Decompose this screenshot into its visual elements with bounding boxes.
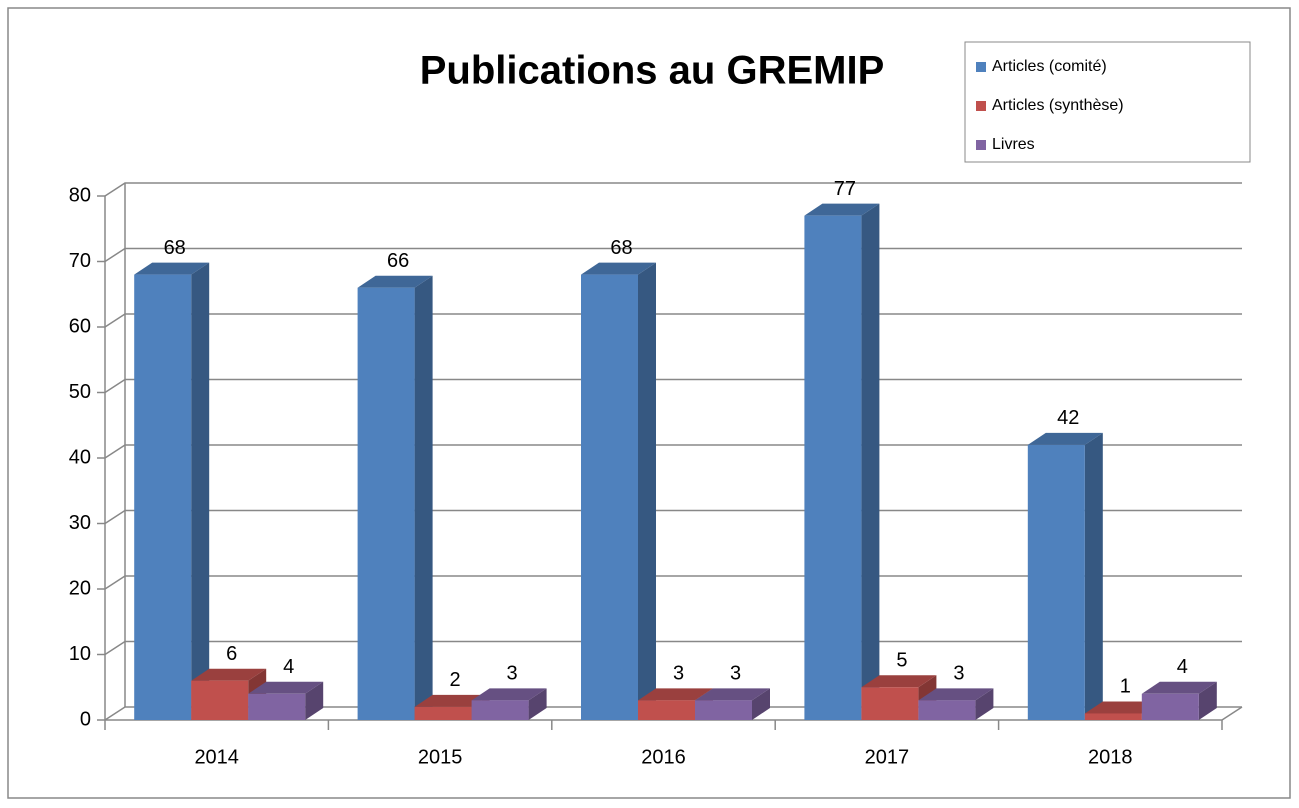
bar-top (1141, 681, 1217, 694)
data-label: 77 (834, 178, 856, 200)
bar (248, 693, 306, 720)
bar-3d (1141, 681, 1217, 720)
y-tick-label: 0 (80, 708, 91, 730)
legend-swatch (976, 62, 986, 72)
bar-3d (248, 681, 324, 720)
bar-3d (1027, 432, 1103, 720)
x-tick-label: 2016 (641, 746, 686, 768)
data-label: 66 (387, 250, 409, 272)
legend-label: Articles (synthèse) (992, 97, 1124, 114)
bar-3d (134, 262, 210, 720)
bar (357, 287, 415, 720)
bar-side (638, 262, 656, 720)
legend-box (964, 41, 1251, 163)
data-label: 68 (610, 237, 632, 259)
y-tick-label: 20 (69, 577, 91, 599)
y-tick-label: 60 (69, 315, 91, 337)
bar-top (581, 262, 656, 275)
data-label: 4 (283, 656, 294, 678)
bar (1141, 693, 1199, 720)
bar-top (861, 675, 937, 688)
bar-top (1084, 701, 1160, 714)
bar-3d (804, 203, 880, 720)
bar-top (414, 694, 490, 707)
y-tick-label: 10 (69, 643, 91, 665)
bar (414, 706, 472, 720)
bar-side (752, 688, 770, 720)
x-tick-label: 2018 (1088, 746, 1133, 768)
y-tick-label: 70 (69, 250, 91, 272)
bar-side (191, 262, 210, 720)
chart-title: Publications au GREMIP (420, 49, 885, 93)
bar-side (861, 203, 880, 720)
y-tick-label: 50 (69, 381, 91, 403)
bar-top (695, 688, 770, 701)
bar-3d (471, 688, 547, 720)
bar-top (1027, 432, 1103, 445)
bar (638, 700, 695, 720)
data-label: 6 (226, 643, 237, 665)
bar (581, 274, 638, 720)
legend-label: Livres (992, 136, 1035, 153)
data-label: 42 (1057, 407, 1079, 429)
bar-side (414, 275, 433, 720)
bar-top (357, 275, 433, 288)
bar-side (1084, 432, 1103, 720)
bar (134, 274, 192, 720)
bar (804, 215, 862, 720)
data-label: 2 (450, 669, 461, 691)
bar-top (134, 262, 210, 275)
bar (471, 700, 529, 720)
bar-top (804, 203, 880, 216)
y-tick-label: 30 (69, 512, 91, 534)
bar-top (191, 668, 267, 681)
bar (918, 700, 976, 720)
legend-swatch (976, 140, 986, 150)
bar-3d (918, 688, 994, 720)
bar-3d (581, 262, 656, 720)
data-label: 3 (673, 663, 684, 685)
bar-top (638, 688, 713, 701)
bar-side (975, 688, 994, 720)
legend-swatch (976, 101, 986, 111)
data-label: 1 (1120, 676, 1131, 698)
data-label: 3 (953, 663, 964, 685)
bar-side (305, 681, 324, 720)
legend-label: Articles (comité) (992, 58, 1107, 75)
bar (861, 687, 919, 720)
y-tick-label: 40 (69, 446, 91, 468)
bar (695, 700, 752, 720)
bar-3d (357, 275, 433, 720)
bar (1027, 444, 1085, 720)
bar-top (471, 688, 547, 701)
bar (191, 680, 249, 720)
bar-side (1198, 681, 1217, 720)
data-label: 3 (730, 663, 741, 685)
x-tick-label: 2014 (194, 746, 239, 768)
data-label: 4 (1177, 656, 1188, 678)
bar-3d (695, 688, 770, 720)
x-tick-label: 2017 (865, 746, 910, 768)
x-tick-label: 2015 (418, 746, 463, 768)
bar-top (248, 681, 324, 694)
bar-top (918, 688, 994, 701)
bar (1084, 713, 1142, 720)
data-label: 68 (164, 237, 186, 259)
grid-line (104, 182, 1242, 197)
data-label: 3 (507, 663, 518, 685)
bar-side (528, 688, 547, 720)
y-tick-label: 80 (69, 184, 91, 206)
data-label: 5 (896, 650, 907, 672)
